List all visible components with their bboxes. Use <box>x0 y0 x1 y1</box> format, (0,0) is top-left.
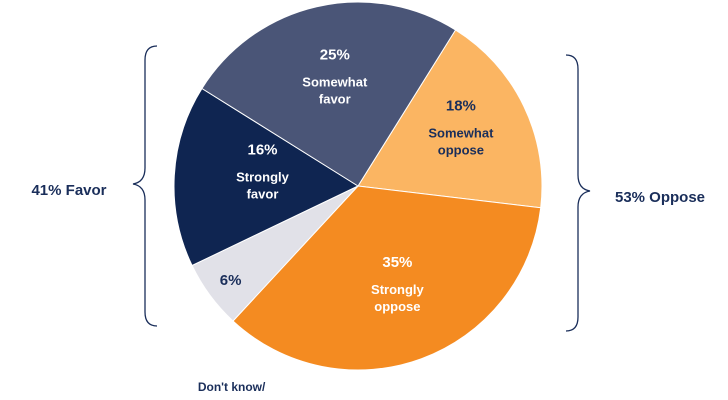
slice-category-label: Strongly <box>236 170 289 185</box>
favor-group-label: 41% Favor <box>31 182 106 199</box>
slice-category-label: favor <box>247 187 279 202</box>
slice-category-label: Don't know/ <box>198 380 266 394</box>
pie-slice-strongly-favor <box>173 87 360 267</box>
left-bracket <box>132 45 158 327</box>
pie-slice-somewhat-oppose <box>357 29 543 209</box>
slice-percent-label: 6% <box>220 272 242 289</box>
pie-slice-strongly-oppose <box>232 185 542 371</box>
group-brackets: 41% Favor 53% Oppose <box>31 45 705 332</box>
oppose-group-label: 53% Oppose <box>615 189 705 206</box>
pie-slices <box>173 1 543 371</box>
slice-percent-label: 16% <box>247 142 277 159</box>
slice-percent-label: 18% <box>446 98 476 115</box>
slice-category-label: Somewhat <box>302 75 368 90</box>
slice-percent-label: 25% <box>320 47 350 64</box>
pie-labels: 18% Somewhat oppose 35% Strongly oppose 6% Don'… <box>198 47 494 394</box>
slice-category-label: Somewhat <box>428 126 494 141</box>
slice-percent-label: 35% <box>382 254 412 271</box>
slice-category-label: Strongly <box>371 282 424 297</box>
pie-slice-somewhat-favor <box>201 1 457 187</box>
slice-category-label: oppose <box>438 143 484 158</box>
slice-category-label: favor <box>319 92 351 107</box>
slice-category-label: oppose <box>374 299 420 314</box>
right-bracket <box>565 54 591 332</box>
